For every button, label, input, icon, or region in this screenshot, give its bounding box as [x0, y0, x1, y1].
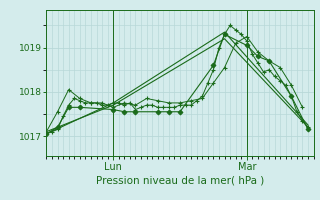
X-axis label: Pression niveau de la mer( hPa ): Pression niveau de la mer( hPa ) — [96, 176, 264, 186]
